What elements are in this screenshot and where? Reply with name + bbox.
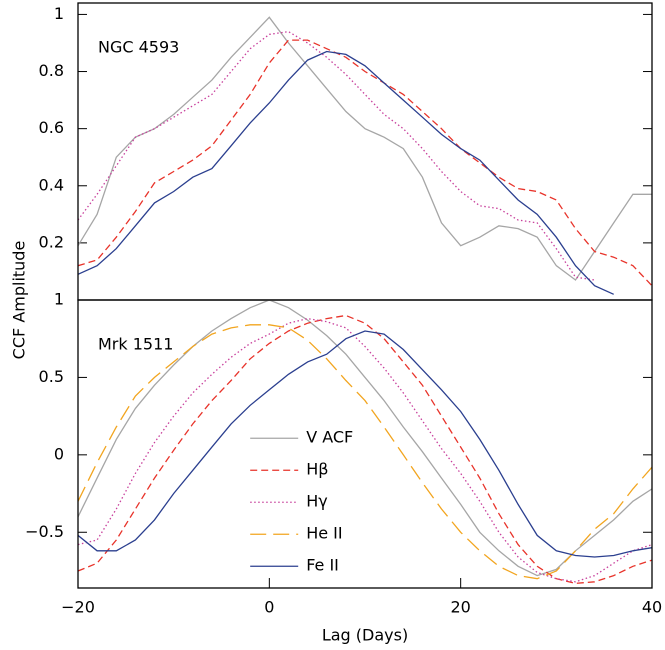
y-tick-label: 0.8 [39,61,64,80]
series-line [78,317,652,583]
x-tick-label: 20 [450,598,470,617]
annotation: Mrk 1511 [98,335,173,354]
x-tick-label: 40 [642,598,662,617]
x-tick-label: 0 [264,598,274,617]
y-tick-label: 0.2 [39,232,64,251]
plot-frame [77,299,653,589]
legend-label: V ACF [306,428,353,447]
y-tick-label: −0.5 [25,522,64,541]
y-tick-label: 0.4 [39,175,64,194]
legend-label: Fe II [306,556,339,575]
annotation: NGC 4593 [98,38,179,57]
legend-label: He II [306,524,342,543]
legend-label: Hβ [306,460,328,479]
y-tick-label: 1 [54,4,64,23]
y-tick-label: 1 [54,290,64,309]
y-axis-label: CCF Amplitude [10,241,29,360]
y-tick-label: 0.5 [39,367,64,386]
x-tick-label: −20 [61,598,95,617]
y-tick-label: 0 [54,444,64,463]
series-line [78,330,652,558]
legend-label: Hγ [306,492,328,511]
series-line [78,16,652,281]
x-axis-label: Lag (Days) [322,626,408,645]
series-line [78,50,614,295]
series-line [78,314,652,585]
series-line [78,324,652,580]
series-line [78,39,652,287]
series-line [78,30,595,281]
series-line [78,300,652,577]
y-tick-label: 0.6 [39,118,64,137]
